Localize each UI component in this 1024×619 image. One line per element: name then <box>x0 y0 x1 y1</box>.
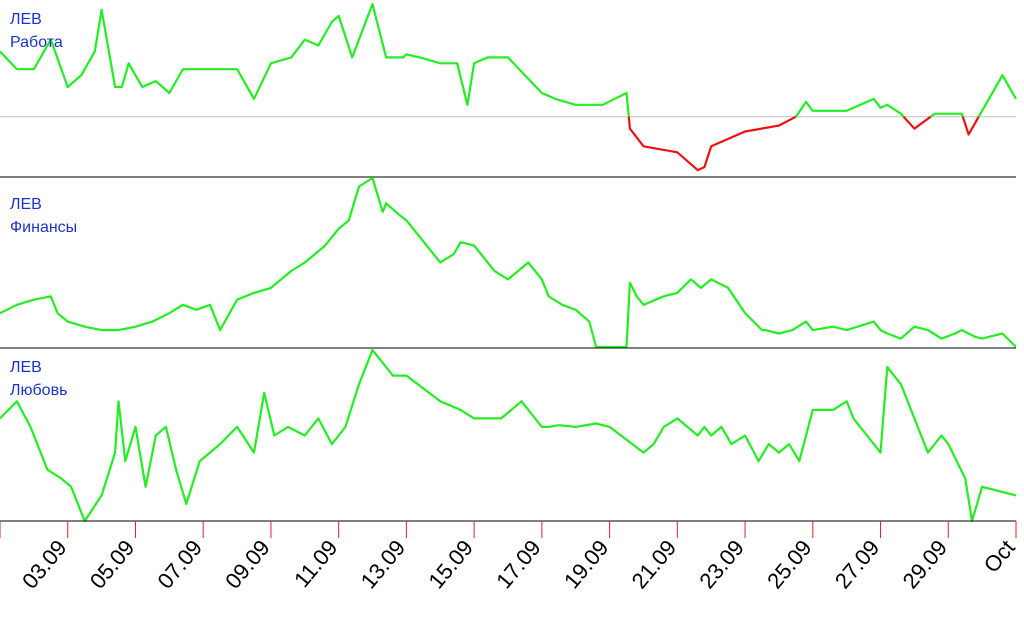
series-line <box>977 74 1017 118</box>
x-tick-label: 09.09 <box>220 535 275 593</box>
panel-label-finansy: ЛЕВ Финансы <box>10 193 77 239</box>
x-tick-label: 07.09 <box>152 535 207 593</box>
panel-sign-label: ЛЕВ <box>10 196 42 213</box>
series-line <box>902 115 932 130</box>
series-line <box>0 2 630 117</box>
panel-sign-label: ЛЕВ <box>10 11 42 28</box>
x-tick-label: 21.09 <box>627 535 682 593</box>
panel-sign-label: ЛЕВ <box>10 359 42 376</box>
x-tick-label: 13.09 <box>356 535 411 593</box>
x-tick-label: Oct <box>979 535 1020 577</box>
series-line <box>930 112 964 118</box>
x-tick-label: 17.09 <box>491 535 546 593</box>
series-line <box>0 348 1017 523</box>
panel-label-lyubov: ЛЕВ Любовь <box>10 356 67 402</box>
x-tick-label: 11.09 <box>289 535 342 592</box>
panel-category-label: Любовь <box>10 382 68 399</box>
x-tick-label: 19.09 <box>559 535 614 593</box>
panel-label-rabota: ЛЕВ Работа <box>10 8 63 54</box>
x-tick-label: 05.09 <box>85 535 140 593</box>
x-tick-label: 15.09 <box>423 535 478 593</box>
series-line <box>0 176 1017 349</box>
series-line <box>961 116 980 136</box>
x-tick-label: Sep <box>0 535 4 581</box>
panel-category-label: Работа <box>10 34 63 51</box>
series-line <box>794 97 905 118</box>
x-tick-label: 23.09 <box>694 535 749 593</box>
panel-category-label: Финансы <box>10 219 78 236</box>
x-tick-label: 27.09 <box>830 535 885 593</box>
x-tick-label: 29.09 <box>898 535 953 593</box>
series-line <box>627 115 797 172</box>
x-tick-label: 25.09 <box>762 535 817 593</box>
x-tick-label: 03.09 <box>17 535 72 593</box>
